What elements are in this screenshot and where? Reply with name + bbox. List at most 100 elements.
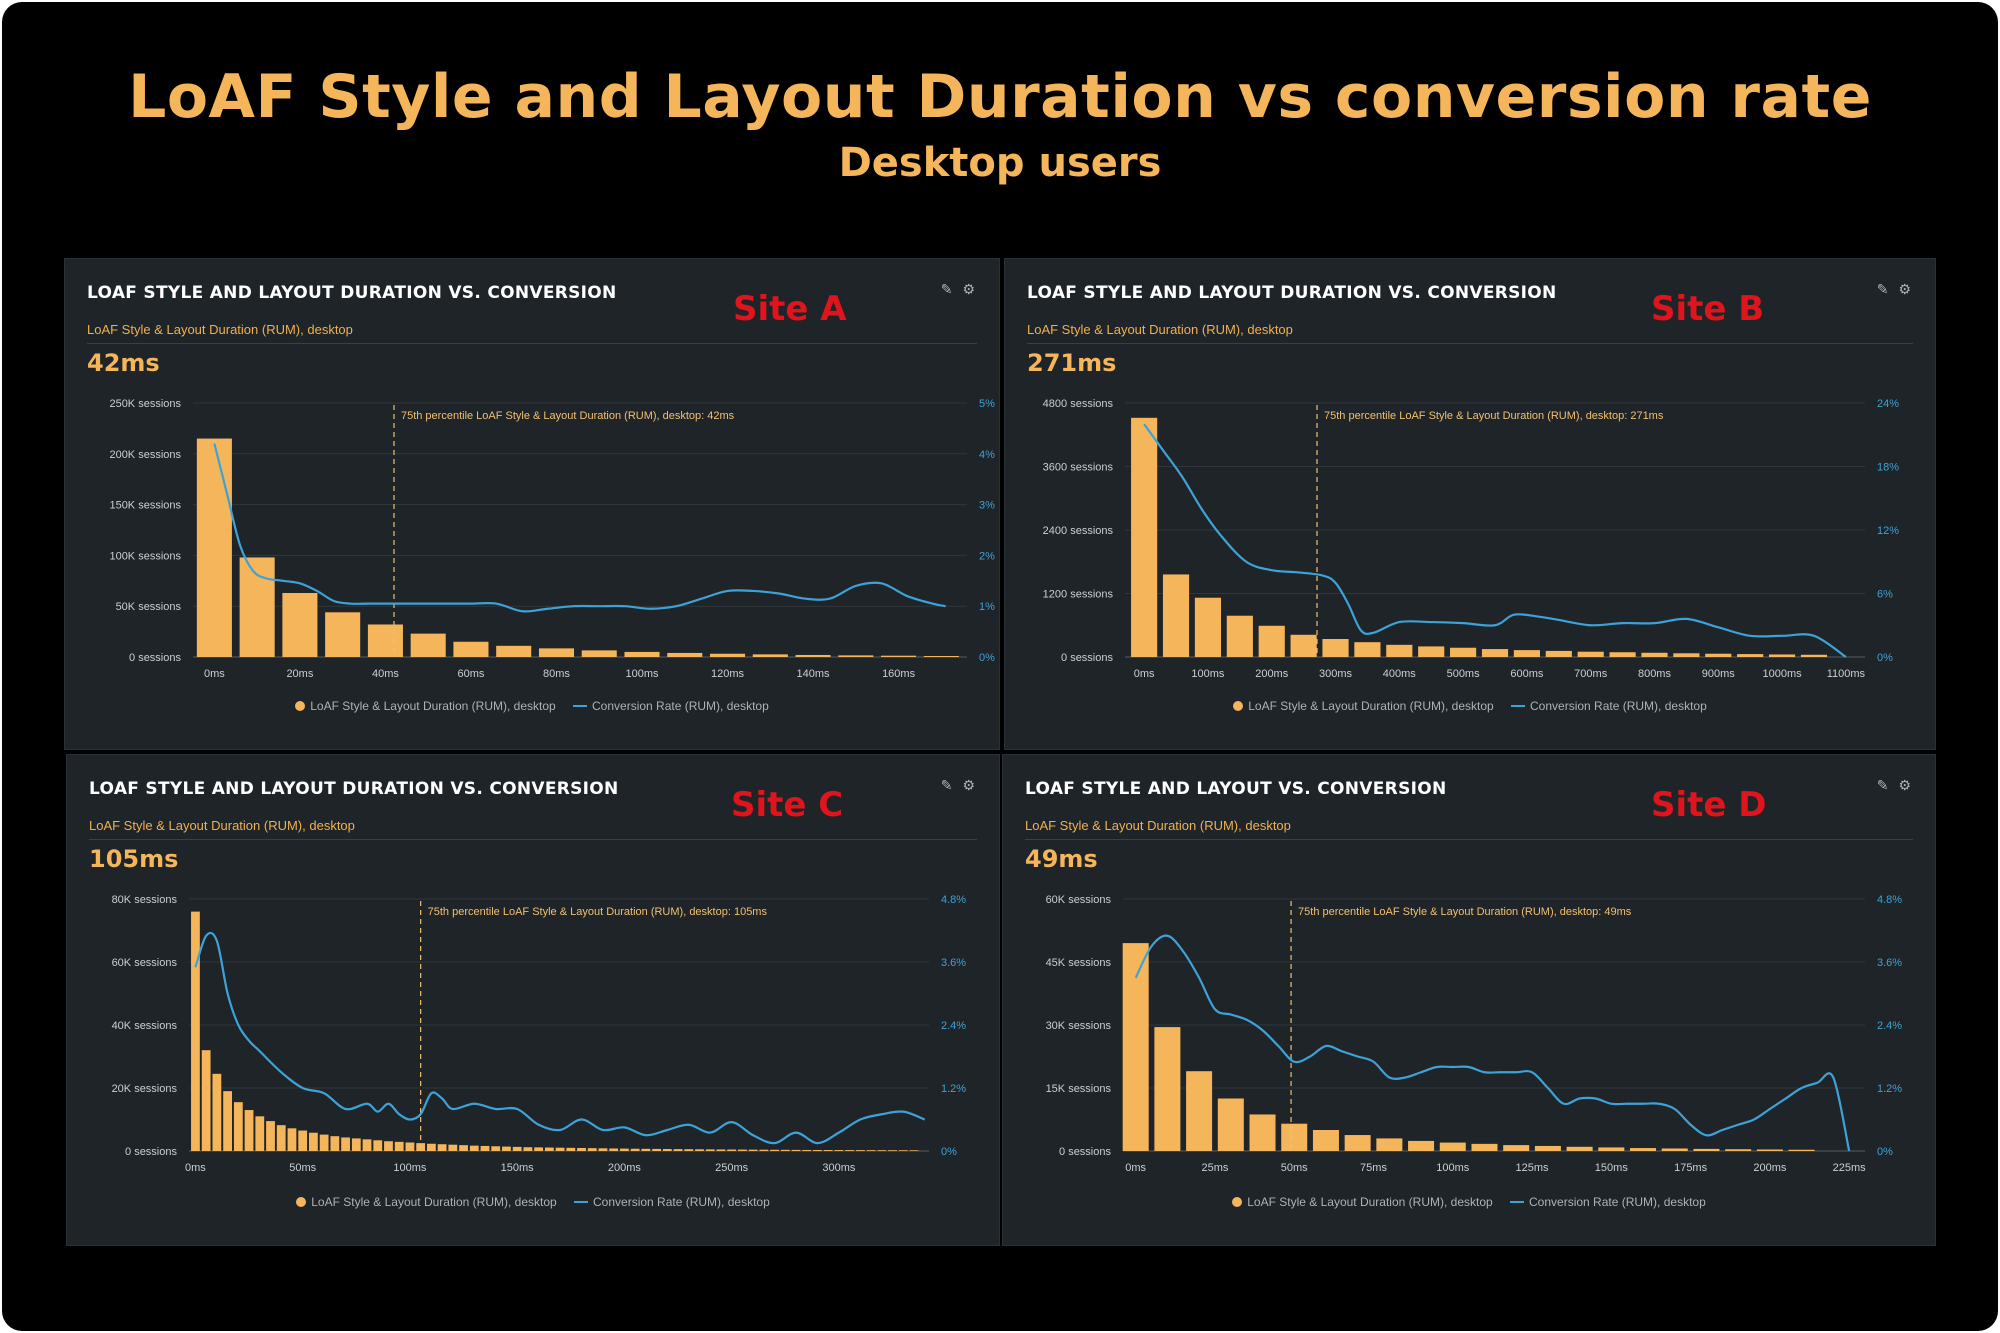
bar (437, 1144, 447, 1151)
panel-actions: ✎ ⚙ (931, 777, 975, 794)
conversion-rate-line (1134, 934, 1851, 1152)
bar (598, 1148, 608, 1151)
bar (453, 641, 489, 657)
bar (196, 438, 232, 657)
y-tick-label-right: 3.6% (1877, 957, 1902, 969)
metric-label: LoAF Style & Layout Duration (RUM), desk… (87, 322, 353, 337)
x-tick-label: 800ms (1638, 668, 1672, 680)
y-tick-label-left: 150K sessions (109, 500, 181, 512)
x-tick-label: 500ms (1447, 668, 1481, 680)
bar (325, 612, 361, 657)
y-tick-label-left: 0 sessions (1059, 1146, 1111, 1158)
bar (330, 1136, 340, 1151)
panel-actions: ✎ ⚙ (931, 281, 975, 298)
pencil-icon[interactable]: ✎ (940, 777, 953, 793)
x-tick-label: 120ms (711, 668, 745, 680)
x-tick-label: 1000ms (1762, 668, 1802, 680)
bar (276, 1125, 286, 1151)
bar (1131, 417, 1158, 657)
gear-icon[interactable]: ⚙ (1898, 777, 1911, 793)
bar (1162, 574, 1190, 657)
x-tick-label: 40ms (372, 668, 399, 680)
legend-line-label: Conversion Rate (RUM), desktop (1529, 1195, 1706, 1209)
bar (384, 1141, 393, 1151)
y-tick-label-right: 0% (941, 1146, 957, 1158)
divider (87, 343, 977, 344)
site-label: Site C (731, 785, 844, 825)
y-tick-label-right: 3.6% (941, 957, 966, 969)
x-tick-label: 75ms (1360, 1162, 1387, 1174)
x-tick-label: 0ms (204, 668, 225, 680)
y-tick-label-right: 1% (979, 601, 995, 613)
y-tick-label-left: 60K sessions (112, 957, 178, 969)
bar (496, 645, 532, 657)
y-tick-label-left: 2400 sessions (1043, 525, 1114, 537)
bar (795, 654, 831, 657)
x-tick-label: 100ms (625, 668, 659, 680)
conversion-rate-line (1143, 423, 1847, 658)
x-tick-label: 150ms (501, 1162, 535, 1174)
y-tick-label-left: 30K sessions (1046, 1020, 1112, 1032)
legend-bar-label: LoAF Style & Layout Duration (RUM), desk… (311, 1195, 557, 1209)
y-tick-label-left: 60K sessions (1046, 894, 1112, 906)
bar (1344, 1135, 1371, 1151)
bar (1154, 1027, 1181, 1151)
legend-bar-label: LoAF Style & Layout Duration (RUM), desk… (1248, 699, 1494, 713)
metric-label: LoAF Style & Layout Duration (RUM), desk… (1027, 322, 1293, 337)
y-tick-label-right: 1.2% (941, 1083, 966, 1095)
bar (373, 1140, 383, 1151)
metric-label: LoAF Style & Layout Duration (RUM), desk… (89, 818, 355, 833)
bar (705, 1149, 715, 1151)
legend-line-label: Conversion Rate (RUM), desktop (592, 699, 769, 713)
y-tick-label-right: 0% (979, 652, 995, 664)
bar (1534, 1145, 1561, 1151)
site-label: Site A (733, 289, 847, 329)
bar (752, 654, 788, 657)
bar (587, 1148, 597, 1151)
x-tick-label: 200ms (1753, 1162, 1787, 1174)
bar (1705, 653, 1732, 657)
x-tick-label: 80ms (543, 668, 570, 680)
panel-actions: ✎ ⚙ (1867, 281, 1911, 298)
gear-icon[interactable]: ⚙ (962, 281, 975, 297)
x-tick-label: 0ms (185, 1162, 206, 1174)
y-tick-label-left: 3600 sessions (1043, 462, 1114, 474)
bar (523, 1147, 533, 1151)
bar (469, 1145, 479, 1151)
bar (1566, 1146, 1593, 1151)
bar (866, 1150, 876, 1151)
legend-bar-label: LoAF Style & Layout Duration (RUM), desk… (1247, 1195, 1493, 1209)
bar (1661, 1148, 1688, 1151)
divider (89, 839, 977, 840)
panel-title: LOAF STYLE AND LAYOUT DURATION VS. CONVE… (87, 283, 617, 303)
panel-title: LOAF STYLE AND LAYOUT VS. CONVERSION (1025, 779, 1447, 799)
pencil-icon[interactable]: ✎ (940, 281, 953, 297)
legend-bar-swatch (1232, 1197, 1243, 1207)
y-tick-label-left: 0 sessions (1061, 652, 1113, 664)
legend-line-label: Conversion Rate (RUM), desktop (593, 1195, 770, 1209)
bar (212, 1073, 222, 1151)
bar (244, 1110, 254, 1151)
bar (555, 1147, 565, 1151)
bar (881, 655, 917, 657)
bar (1756, 1149, 1783, 1151)
bar (255, 1116, 265, 1151)
x-tick-label: 60ms (458, 668, 485, 680)
gear-icon[interactable]: ⚙ (962, 777, 975, 793)
bar (538, 648, 575, 657)
pencil-icon[interactable]: ✎ (1876, 777, 1889, 793)
gear-icon[interactable]: ⚙ (1898, 281, 1911, 297)
chart-svg: 0 sessions 0% 50K sessions 1% 100K sessions 2… (109, 398, 995, 680)
y-tick-label-left: 0 sessions (125, 1146, 177, 1158)
x-tick-label: 400ms (1383, 668, 1417, 680)
bar (1450, 647, 1477, 657)
bar (641, 1148, 651, 1151)
bar (534, 1147, 544, 1151)
panel-actions: ✎ ⚙ (1867, 777, 1911, 794)
percentile-label: 75th percentile LoAF Style & Layout Dura… (428, 906, 768, 918)
x-tick-label: 200ms (1255, 668, 1289, 680)
bar (624, 651, 660, 657)
bar (662, 1149, 672, 1151)
pencil-icon[interactable]: ✎ (1876, 281, 1889, 297)
bar (1258, 625, 1285, 657)
